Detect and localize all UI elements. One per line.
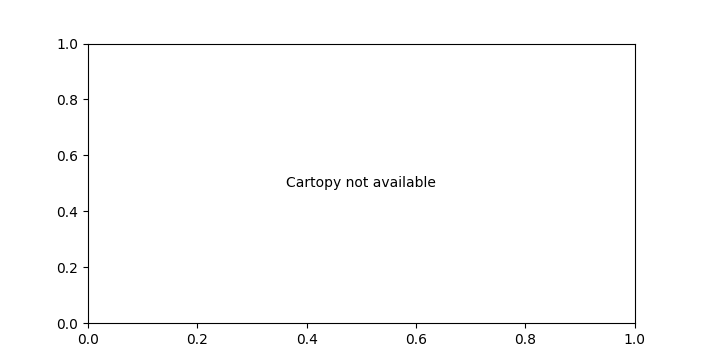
Text: Cartopy not available: Cartopy not available [286,176,436,190]
